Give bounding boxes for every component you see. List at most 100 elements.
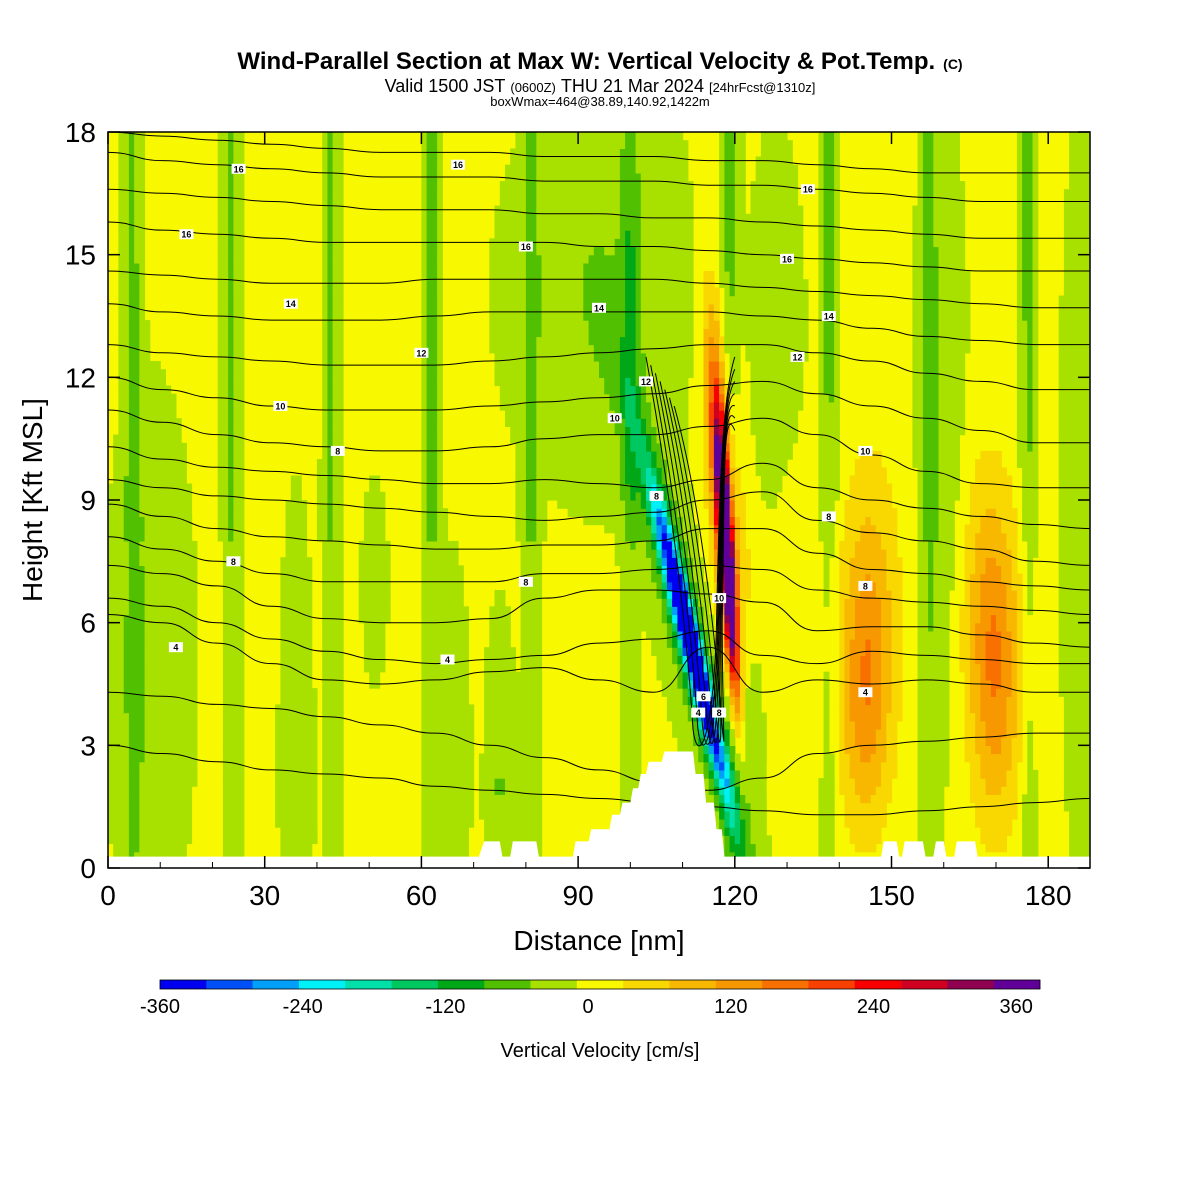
velocity-cell	[818, 475, 840, 485]
velocity-cell	[734, 565, 741, 575]
pot-temp-contour-10	[108, 409, 1090, 489]
velocity-cell	[839, 598, 846, 607]
velocity-cell	[818, 377, 825, 387]
velocity-cell	[969, 500, 1013, 509]
velocity-cell	[1001, 573, 1013, 583]
velocity-cell	[541, 279, 584, 288]
velocity-cell	[734, 132, 746, 141]
velocity-cell	[823, 279, 835, 288]
velocity-cell	[708, 532, 715, 542]
velocity-cell	[1006, 696, 1018, 706]
velocity-cell	[917, 524, 924, 534]
velocity-cell	[666, 475, 689, 485]
velocity-cell	[834, 303, 840, 313]
velocity-cell	[881, 606, 893, 616]
velocity-cell	[724, 647, 731, 656]
velocity-cell	[729, 361, 741, 370]
velocity-cell	[1027, 410, 1034, 419]
velocity-cell	[745, 835, 752, 845]
velocity-cell	[217, 246, 229, 256]
contour-label-bg	[451, 159, 465, 170]
velocity-cell	[583, 311, 626, 321]
velocity-cell	[834, 369, 840, 378]
velocity-cell	[666, 622, 673, 632]
velocity-cell	[834, 262, 840, 272]
velocity-cell	[228, 148, 234, 158]
velocity-cell	[719, 262, 725, 272]
velocity-cell	[912, 295, 924, 305]
velocity-cell	[478, 802, 543, 812]
velocity-cell	[332, 426, 344, 436]
velocity-cell	[583, 271, 626, 280]
velocity-cell	[128, 827, 140, 836]
velocity-cell	[938, 246, 966, 256]
velocity-cell	[290, 483, 302, 493]
velocity-cell	[677, 671, 684, 681]
velocity-cell	[363, 647, 386, 656]
velocity-cell	[713, 426, 720, 436]
contour-label: 16	[803, 185, 813, 195]
velocity-cell	[823, 745, 830, 755]
velocity-cell	[682, 671, 689, 681]
y-axis-label: Height [Kft MSL]	[17, 398, 48, 602]
velocity-cell	[437, 401, 443, 411]
velocity-cell	[818, 442, 840, 452]
velocity-cell	[708, 459, 715, 468]
velocity-cell	[693, 622, 699, 632]
velocity-cell	[760, 148, 793, 158]
velocity-cell	[619, 679, 642, 689]
velocity-cell	[128, 189, 135, 198]
velocity-cell	[740, 622, 746, 632]
velocity-cell	[437, 132, 443, 141]
velocity-cell	[724, 802, 736, 812]
velocity-cell	[316, 491, 328, 501]
velocity-cell	[134, 132, 146, 141]
velocity-cell	[745, 753, 767, 763]
velocity-cell	[128, 401, 140, 411]
velocity-cell	[740, 671, 746, 681]
velocity-cell	[719, 197, 725, 207]
velocity-cell	[478, 761, 543, 771]
velocity-cell	[525, 369, 537, 378]
velocity-cell	[964, 524, 981, 534]
velocity-cell	[139, 410, 177, 419]
velocity-cell	[938, 459, 960, 468]
velocity-cell	[1032, 311, 1039, 321]
velocity-cell	[358, 614, 391, 624]
velocity-cell	[619, 156, 637, 166]
velocity-cell	[1027, 336, 1034, 346]
velocity-cell	[541, 262, 584, 272]
velocity-cell	[280, 655, 313, 665]
velocity-cell	[322, 639, 344, 648]
velocity-cell	[222, 565, 245, 575]
velocity-cell	[922, 271, 940, 280]
velocity-cell	[327, 524, 334, 534]
velocity-cell	[1022, 254, 1034, 264]
velocity-cell	[426, 377, 438, 387]
velocity-cell	[327, 450, 334, 460]
velocity-cell	[834, 295, 840, 305]
velocity-cell	[708, 450, 715, 460]
velocity-cell	[1063, 287, 1090, 297]
velocity-cell	[489, 639, 511, 648]
velocity-cell	[437, 426, 443, 436]
velocity-cell	[703, 369, 710, 378]
velocity-cell	[682, 565, 689, 575]
velocity-cell	[327, 246, 334, 256]
velocity-cell	[1016, 639, 1023, 648]
velocity-cell	[128, 729, 146, 738]
velocity-cell	[672, 500, 678, 509]
velocity-cell	[672, 729, 694, 738]
y-tick-label: 6	[80, 608, 96, 639]
velocity-cell	[358, 573, 391, 583]
velocity-cell	[640, 320, 694, 329]
velocity-cell	[536, 508, 548, 517]
velocity-cell	[734, 802, 741, 812]
velocity-cell	[228, 418, 234, 427]
velocity-cell	[426, 401, 438, 411]
velocity-cell	[363, 532, 386, 542]
velocity-cell	[823, 328, 835, 338]
velocity-cell	[108, 663, 125, 673]
velocity-cell	[708, 688, 715, 697]
velocity-cell	[912, 254, 924, 264]
